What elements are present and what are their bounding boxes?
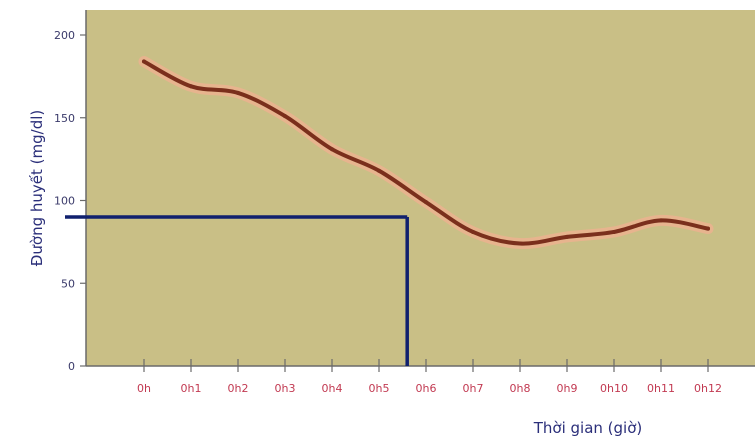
data-point bbox=[142, 59, 146, 64]
x-axis-label: Thời gian (giờ) bbox=[533, 419, 643, 437]
x-tick-label: 0h3 bbox=[275, 382, 296, 395]
x-tick-label: 0h8 bbox=[510, 382, 531, 395]
data-point bbox=[471, 229, 475, 234]
x-tick-label: 0h bbox=[137, 382, 151, 395]
data-point bbox=[612, 229, 616, 234]
x-tick-label: 0h5 bbox=[369, 382, 390, 395]
y-tick-label: 100 bbox=[54, 195, 75, 208]
y-tick-label: 50 bbox=[61, 277, 75, 290]
x-ticks: 0h 0h1 0h2 0h3 0h4 0h5 0h6 0h7 0h8 0h9 0h10 0h11 0h1… bbox=[137, 359, 722, 395]
x-tick-label: 0h2 bbox=[228, 382, 249, 395]
y-axis-label: Đường huyết (mg/dl) bbox=[28, 110, 46, 266]
x-tick-label: 0h10 bbox=[600, 382, 628, 395]
data-point bbox=[518, 241, 522, 246]
data-point bbox=[377, 168, 381, 173]
data-point bbox=[424, 200, 428, 205]
x-tick-label: 0h4 bbox=[322, 382, 343, 395]
data-point bbox=[706, 226, 710, 231]
x-tick-label: 0h9 bbox=[557, 382, 578, 395]
y-ticks: 0 50 100 150 200 bbox=[54, 29, 86, 373]
data-point bbox=[283, 114, 287, 119]
data-point bbox=[189, 84, 193, 89]
data-point bbox=[659, 218, 663, 223]
x-tick-label: 0h7 bbox=[463, 382, 484, 395]
y-tick-label: 150 bbox=[54, 112, 75, 125]
plot-area bbox=[86, 10, 755, 366]
data-point bbox=[236, 90, 240, 95]
x-tick-label: 0h1 bbox=[181, 382, 202, 395]
y-tick-label: 0 bbox=[68, 360, 75, 373]
annotation-lines bbox=[65, 215, 409, 366]
data-point bbox=[565, 234, 569, 239]
data-point bbox=[330, 147, 334, 152]
x-tick-label: 0h12 bbox=[694, 382, 722, 395]
x-tick-label: 0h11 bbox=[647, 382, 675, 395]
x-tick-label: 0h6 bbox=[416, 382, 437, 395]
y-tick-label: 200 bbox=[54, 29, 75, 42]
series-group bbox=[138, 55, 714, 250]
